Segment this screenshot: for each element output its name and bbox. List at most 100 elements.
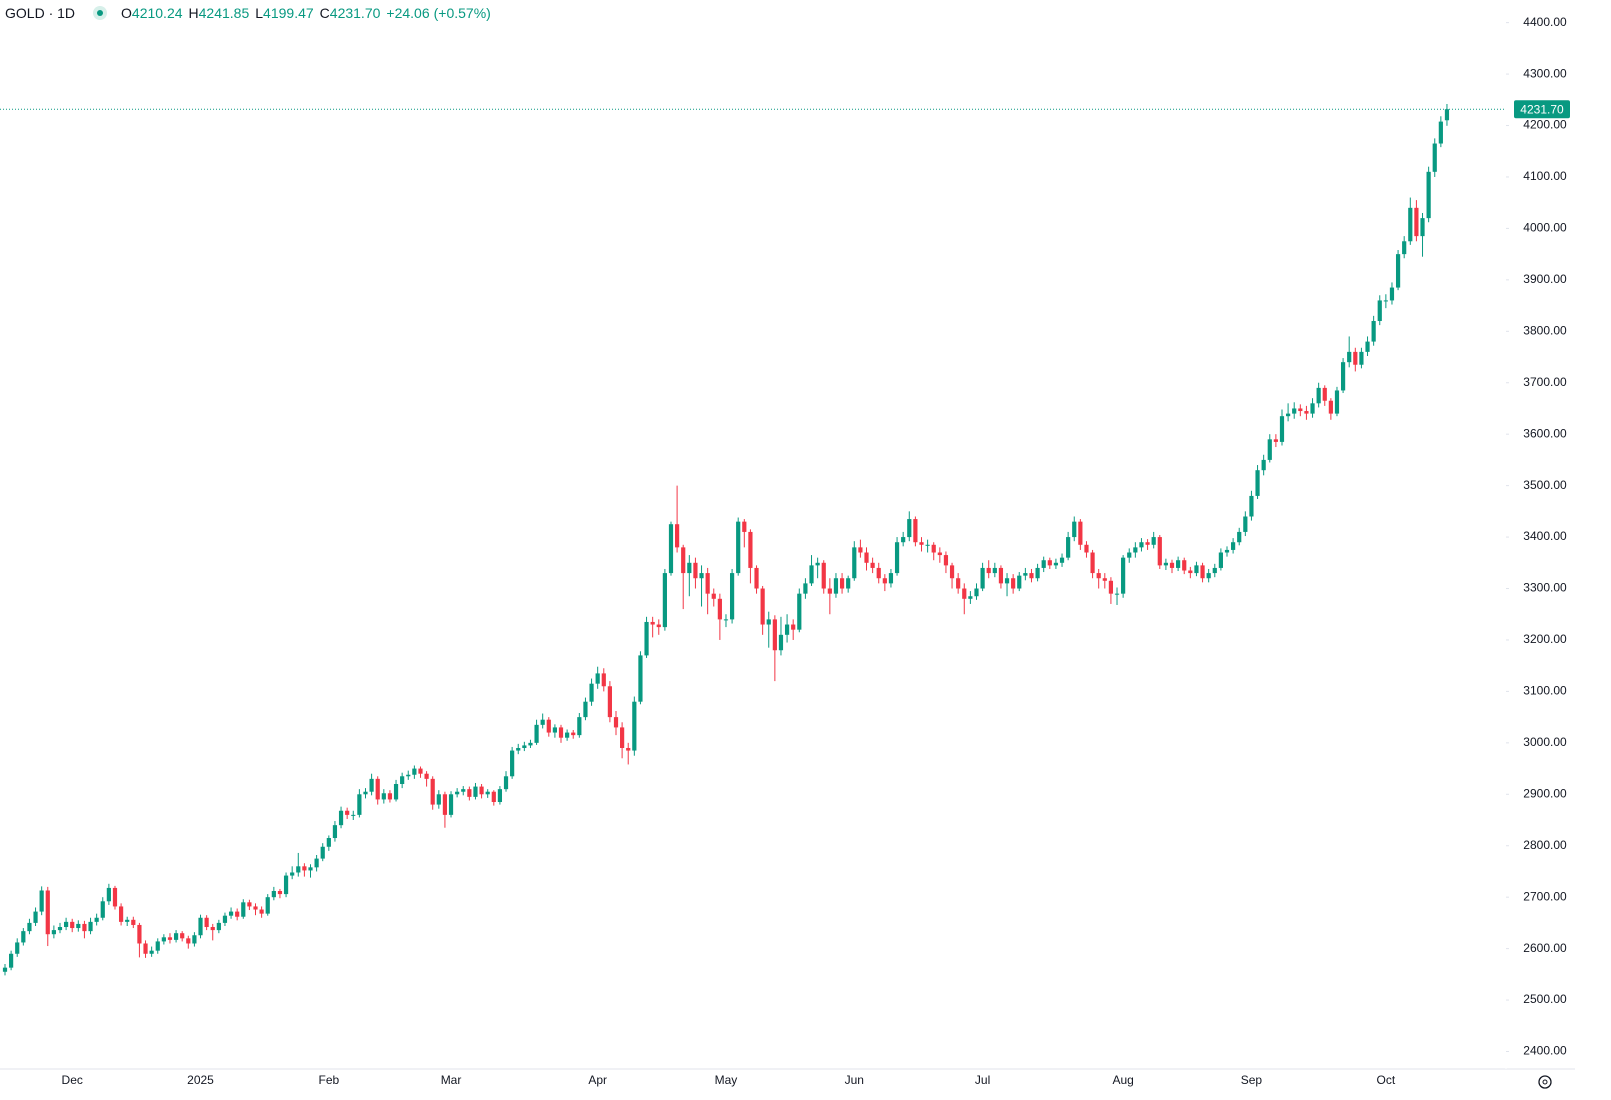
candle-body	[925, 544, 930, 546]
candle-body	[607, 686, 612, 718]
candle-body	[192, 935, 197, 944]
candle-body	[283, 875, 289, 895]
candle-body	[461, 789, 466, 792]
candle-body	[1371, 321, 1376, 342]
candle-body	[827, 588, 832, 594]
candle-body	[1176, 560, 1181, 568]
status-dot	[93, 6, 108, 20]
candle-body	[1304, 411, 1309, 414]
candle-body	[1151, 537, 1156, 545]
candle-body	[33, 911, 38, 923]
candle-body	[1243, 516, 1248, 532]
candle-body	[1444, 109, 1450, 121]
candle-body	[1261, 459, 1266, 471]
last-price-label: 4231.70	[1520, 102, 1564, 116]
candle-body	[558, 727, 564, 738]
y-tick-label: 3800.00	[1523, 323, 1567, 337]
candle-body	[70, 921, 75, 929]
candle-body	[510, 750, 515, 777]
candle-body	[901, 537, 906, 543]
candle-body	[64, 921, 69, 928]
candle-body	[638, 655, 643, 702]
candle-body	[754, 567, 759, 589]
candle-body	[1035, 567, 1040, 579]
candle-body	[1078, 521, 1083, 545]
settings-button[interactable]	[1538, 1075, 1552, 1089]
candle-body	[314, 858, 319, 868]
candle-body	[1432, 143, 1437, 172]
candle-body	[1255, 470, 1260, 496]
candle-body	[259, 909, 264, 914]
candle-body	[412, 768, 417, 775]
candle-body	[253, 906, 258, 910]
candle-body	[540, 719, 545, 725]
candle-body	[1310, 403, 1315, 414]
candle-body	[907, 519, 912, 538]
candle-body	[400, 776, 405, 785]
candle-body	[1023, 573, 1028, 576]
candle-body	[45, 890, 50, 935]
candle-body	[387, 793, 393, 800]
x-tick-label: Aug	[1112, 1073, 1133, 1087]
candle-body	[668, 524, 674, 574]
close-label: C	[319, 5, 330, 21]
candle-body	[565, 732, 570, 738]
settings-icon	[1538, 1075, 1552, 1089]
candle-body	[198, 917, 203, 936]
y-tick-label: 3700.00	[1523, 375, 1567, 389]
y-tick-label: 3200.00	[1523, 632, 1567, 646]
symbol[interactable]: GOLD · 1D	[5, 5, 76, 21]
candle-body	[1224, 549, 1230, 553]
y-tick-label: 4400.00	[1523, 15, 1567, 29]
candle-body	[473, 786, 478, 797]
candle-body	[1414, 207, 1419, 237]
candle-body	[1377, 300, 1382, 322]
candle-body	[937, 552, 942, 556]
candle-body	[118, 906, 124, 922]
candle-body	[308, 867, 313, 871]
candle-body	[27, 922, 32, 932]
candle-body	[522, 745, 527, 748]
y-tick-label: 2600.00	[1523, 941, 1567, 955]
candle-body	[112, 887, 118, 907]
candle-body	[1200, 565, 1205, 579]
candle-body	[1096, 573, 1101, 579]
candle-body	[1182, 560, 1187, 571]
candle-body	[998, 567, 1004, 584]
close-value: 4231.70	[329, 5, 381, 21]
candle-body	[149, 950, 154, 954]
candle-body	[167, 937, 173, 940]
candle-body	[210, 927, 215, 931]
candle-body	[1041, 560, 1046, 568]
candle-body	[9, 953, 14, 968]
candle-body	[839, 578, 845, 589]
candle-body	[919, 542, 924, 545]
candle-body	[1438, 121, 1443, 144]
candle-body	[1194, 565, 1199, 574]
candle-body	[1059, 557, 1065, 563]
candle-body	[650, 621, 655, 625]
candle-body	[772, 619, 777, 651]
candle-body	[1408, 207, 1413, 242]
candle-body	[962, 588, 967, 599]
candle-body	[583, 701, 588, 718]
candle-body	[241, 902, 246, 917]
candle-body	[632, 701, 637, 751]
candle-body	[296, 866, 301, 873]
y-tick-label: 2400.00	[1523, 1044, 1567, 1058]
change-percent: (+0.57%)	[433, 5, 491, 21]
candle-body	[503, 776, 509, 790]
x-tick-label: Apr	[588, 1073, 607, 1087]
candle-body	[1017, 575, 1022, 589]
candle-body	[216, 922, 221, 931]
x-tick-label: May	[715, 1073, 738, 1087]
change: +24.06	[386, 5, 430, 21]
candle-body	[675, 524, 680, 548]
candle-body	[723, 619, 729, 621]
high-label: H	[188, 5, 199, 21]
candle-body	[784, 624, 790, 635]
candle-body	[381, 793, 386, 800]
candle-body	[393, 784, 399, 800]
candle-body	[1127, 552, 1132, 558]
